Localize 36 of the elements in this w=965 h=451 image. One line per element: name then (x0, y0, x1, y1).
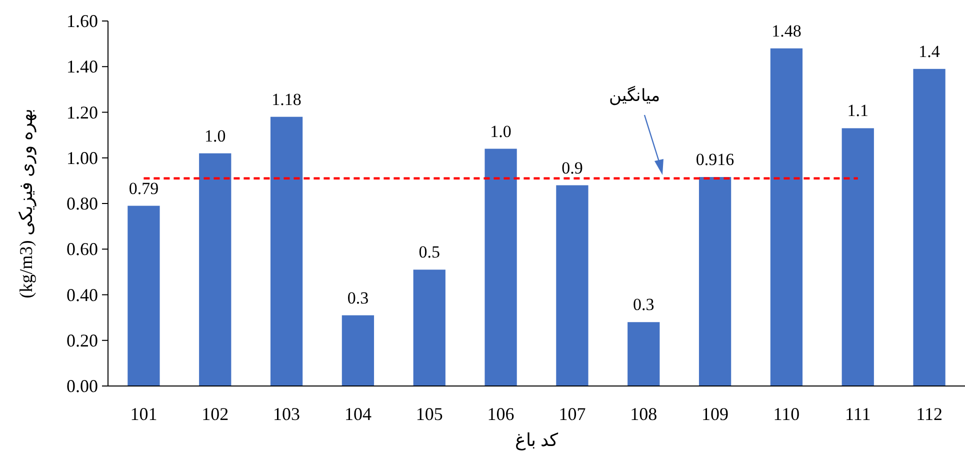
data-label: 0.916 (696, 150, 734, 170)
x-tick-label: 102 (202, 404, 229, 424)
x-tick-label: 111 (845, 404, 871, 424)
x-tick-label: 105 (416, 404, 443, 424)
y-tick-label: 1.60 (66, 11, 98, 31)
y-tick-label: 0.20 (66, 330, 98, 350)
x-tick-label: 107 (558, 404, 586, 424)
x-tick-label: 101 (130, 404, 158, 424)
x-tick-label: 110 (773, 404, 800, 424)
data-label: 0.79 (128, 178, 159, 198)
data-label: 0.9 (562, 158, 583, 178)
x-axis-title: کد باغ (514, 430, 558, 451)
y-tick-label: 1.00 (66, 148, 98, 168)
y-tick-label: 1.40 (66, 56, 98, 77)
x-tick-label: 109 (702, 404, 729, 424)
y-tick-label: 0.40 (66, 284, 98, 305)
x-tick-label: 103 (273, 404, 300, 424)
data-label: 1.1 (847, 101, 868, 120)
x-tick-label: 108 (630, 404, 658, 424)
data-label: 1.48 (772, 21, 802, 40)
data-label: 0.5 (418, 242, 440, 262)
data-label: 1.4 (918, 42, 940, 61)
data-label: 1.0 (490, 122, 512, 141)
x-tick-label: 104 (344, 404, 372, 424)
y-tick-label: 0.80 (66, 194, 98, 214)
y-axis-title: بهره وری فیزیکی (kg/m3) (16, 108, 37, 298)
data-label: 1.18 (272, 90, 302, 109)
y-tick-label: 1.20 (66, 102, 98, 122)
y-tick-label: 0.00 (66, 376, 98, 396)
x-tick-label: 106 (487, 404, 514, 424)
data-label: 1.0 (204, 126, 226, 146)
data-label: 0.3 (347, 288, 369, 308)
annotation: میانگین (608, 85, 660, 106)
x-tick-label: 112 (916, 404, 942, 424)
data-label: 0.3 (633, 295, 654, 314)
y-tick-label: 0.60 (66, 239, 98, 260)
